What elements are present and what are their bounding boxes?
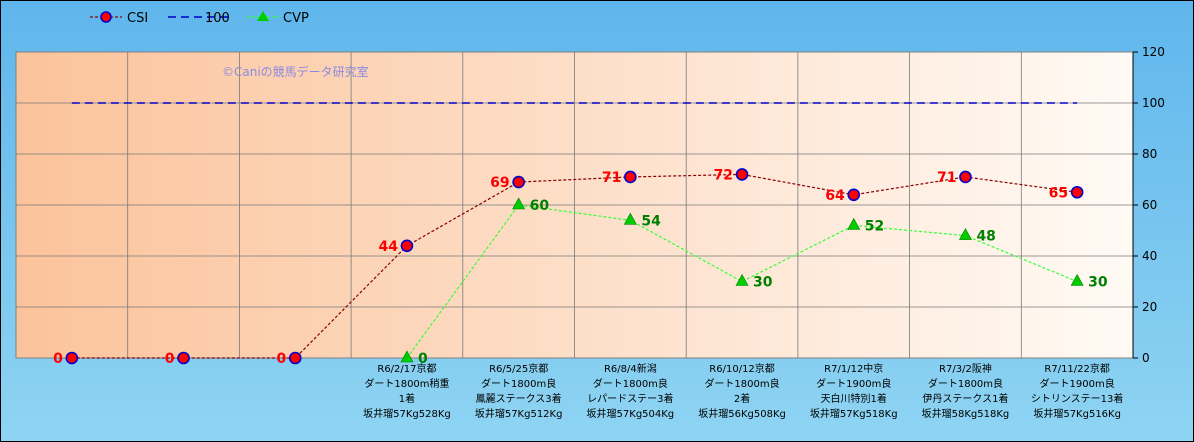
y-tick-label: 0 (1142, 351, 1150, 365)
y-tick-label: 60 (1142, 198, 1157, 212)
legend-item-100: 100 (168, 11, 230, 26)
x-tick-label: R6/8/4新潟 (604, 362, 657, 375)
csi-data-label: 44 (378, 239, 398, 255)
csi-point (288, 351, 302, 365)
cvp-point (1070, 273, 1084, 286)
y-axis: 0 20 40 60 80 100 120 (1132, 45, 1165, 365)
x-tick-label: 天白川特別1着 (821, 392, 887, 405)
cvp-point (735, 273, 749, 286)
cvp-data-label: 0 (418, 351, 428, 367)
legend: CSI 100 CVP (90, 11, 309, 26)
csi-data-label: 0 (277, 351, 287, 367)
cvp-data-label: 60 (530, 198, 550, 214)
x-tick-label: R7/1/12中京 (824, 362, 883, 375)
legend-label-100: 100 (205, 11, 230, 26)
grid (16, 52, 1133, 358)
csi-point (512, 175, 525, 189)
x-tick-label: ダート1900m良 (1040, 377, 1115, 390)
watermark: ©Caniの競馬データ研究室 (222, 64, 369, 79)
cvp-point (512, 197, 526, 210)
csi-data-label: 64 (825, 188, 845, 204)
cvp-data-label: 52 (865, 218, 884, 234)
cvp-marker-icon (257, 11, 269, 21)
cvp-data-label: 30 (1088, 275, 1108, 291)
legend-item-csi: CSI (90, 11, 148, 26)
csi-point (847, 188, 861, 202)
x-tick-label: シトリンステー13着 (1031, 392, 1124, 405)
legend-item-cvp: CVP (247, 11, 309, 26)
y-tick-label: 20 (1142, 300, 1157, 314)
y-tick-label: 120 (1142, 45, 1165, 59)
csi-data-label: 71 (937, 170, 956, 186)
x-tick-label: 坂井瑠56Kg508Kg (698, 407, 786, 420)
csi-data-label: 65 (1049, 185, 1068, 201)
x-tick-label: ダート1800m稍重 (364, 377, 449, 390)
cvp-point (623, 212, 637, 225)
cvp-point (400, 350, 414, 363)
x-tick-label: 坂井瑠58Kg518Kg (922, 407, 1010, 420)
x-tick-label: 1着 (399, 392, 415, 405)
csi-data-label: 72 (714, 167, 733, 183)
csi-data-label: 0 (165, 351, 175, 367)
x-tick-label: 坂井瑠57Kg516Kg (1033, 407, 1121, 420)
csi-point (624, 170, 637, 184)
csi-data-label: 0 (53, 351, 63, 367)
x-tick-label: R7/11/22京都 (1044, 362, 1110, 375)
x-tick-label: レパードステー3着 (587, 392, 673, 405)
x-tick-label: ダート1800m良 (481, 377, 556, 390)
y-tick-label: 80 (1142, 147, 1157, 161)
legend-label-csi: CSI (127, 11, 148, 26)
cvp-data-label: 30 (753, 275, 773, 291)
x-tick-label: 伊丹ステークス1着 (922, 392, 1008, 405)
series-layer: 0 60 54 30 52 48 30 0 0 0 44 69 71 72 64 71 65 (53, 102, 1108, 367)
y-tick-label: 100 (1142, 96, 1165, 110)
x-tick-label: ダート1800m良 (928, 377, 1003, 390)
csi-data-label: 71 (602, 170, 621, 186)
x-tick-label: ダート1900m良 (816, 377, 891, 390)
x-tick-label: ダート1800m良 (593, 377, 668, 390)
cvp-point (847, 217, 861, 230)
x-tick-label: R6/5/25京都 (489, 362, 548, 375)
cvp-data-label: 54 (641, 213, 661, 229)
csi-point (735, 168, 749, 181)
series-line-csi (71, 173, 1078, 359)
legend-label-cvp: CVP (283, 11, 309, 26)
x-tick-label: 坂井瑠57Kg528Kg (363, 407, 451, 420)
x-tick-label: ダート1800m良 (704, 377, 779, 390)
x-tick-label: 坂井瑠57Kg518Kg (810, 407, 898, 420)
csi-point (959, 170, 972, 184)
x-tick-label: 坂井瑠57Kg504Kg (587, 407, 675, 420)
x-tick-label: 鳳麗ステークス3着 (476, 392, 562, 405)
csi-point (65, 351, 79, 365)
cvp-point (958, 227, 972, 240)
x-tick-label: 坂井瑠57Kg512Kg (475, 407, 563, 420)
x-tick-label: R6/10/12京都 (709, 362, 775, 375)
x-tick-label: R6/2/17京都 (377, 362, 436, 375)
csi-marker-icon (100, 11, 112, 23)
y-tick-label: 40 (1142, 249, 1157, 263)
csi-point (400, 239, 414, 253)
x-tick-label: 2着 (734, 392, 750, 405)
cvp-data-label: 48 (976, 229, 995, 245)
csi-point (1070, 185, 1084, 199)
x-tick-label: R7/3/2阪神 (939, 362, 992, 375)
csi-point (177, 351, 190, 365)
csi-data-label: 69 (490, 175, 509, 191)
